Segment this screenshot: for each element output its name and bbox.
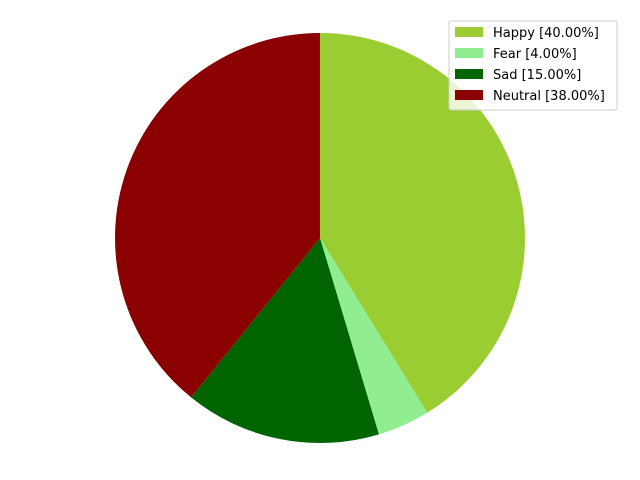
legend-swatch-0	[455, 27, 483, 37]
legend-items: Happy [40.00%] Fear [4.00%] Sad [15.00%] Ne…	[455, 26, 605, 104]
legend-swatch-3	[455, 90, 483, 100]
legend: Happy [40.00%] Fear [4.00%] Sad [15.00%] Ne…	[448, 20, 618, 111]
legend-label-2: Sad [15.00%]	[493, 68, 581, 83]
pie-slice-2	[191, 238, 379, 443]
pie-slice-3	[115, 33, 320, 398]
pie-slice-0	[320, 33, 525, 413]
legend-swatch-1	[455, 48, 483, 58]
legend-label-1: Fear [4.00%]	[493, 47, 577, 62]
pie-slices	[115, 33, 525, 443]
pie-slice-1	[320, 238, 428, 435]
legend-label-0: Happy [40.00%]	[493, 26, 599, 41]
legend-label-3: Neutral [38.00%]	[493, 89, 605, 104]
legend-frame	[448, 20, 618, 111]
legend-swatch-2	[455, 69, 483, 79]
